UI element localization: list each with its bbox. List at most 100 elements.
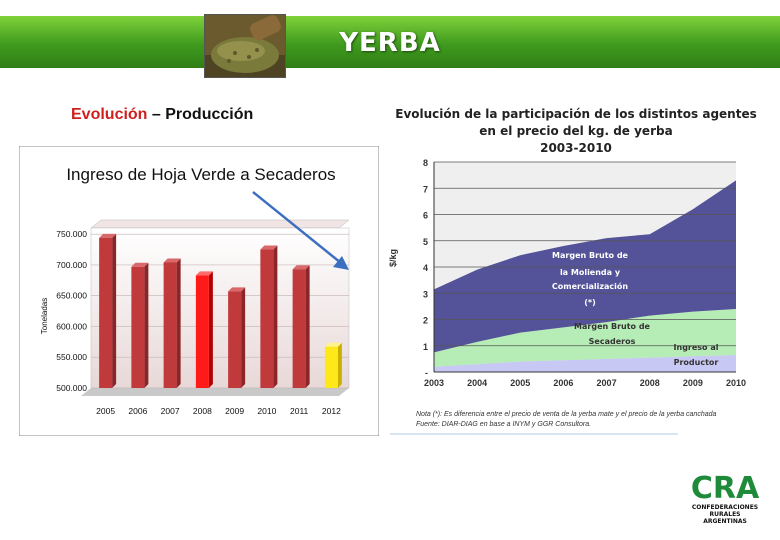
chart2-title-line3: 2003-2010 [540,141,612,155]
chart2-source: Fuente: DIAR-DIAG en base a INYM y GGR C… [416,421,591,428]
chart1-bar-face [292,269,306,388]
chart2-xtick: 2008 [640,378,660,388]
chart1-bar-side [273,245,278,388]
chart1-bar-face [260,249,274,388]
chart2-ytick: 1 [423,342,428,352]
chart2-ytick: 6 [423,211,428,221]
chart1-bar-side [208,271,213,388]
subtitle-evolucion: Evolución [71,106,148,123]
chart1-bar-cap [195,271,213,276]
logo-line-2: RURALES [709,511,741,518]
chart1-ylabel: Toneladas [40,298,49,334]
label-molienda-3: Comercialización [552,281,628,291]
chart1-bar-2011 [292,265,310,388]
chart2-xtick: 2010 [726,378,746,388]
label-productor-2: Productor [674,358,719,367]
bar-chart-hoja-verde: Ingreso de Hoja Verde a Secaderos 500.00… [19,146,379,436]
chart1-xtick: 2012 [322,406,341,416]
chart1-bar-cap [324,342,342,347]
chart1-ytick: 700.000 [56,260,87,270]
chart1-trend-arrow [252,191,342,264]
chart2-title-line2: en el precio del kg. de yerba [479,124,672,138]
chart2-ytick: 3 [423,289,428,299]
chart1-bar-2007 [163,258,181,388]
chart1-ytick: 750.000 [56,229,87,239]
chart2-area-molienda [434,180,736,353]
chart1-plot-top [90,219,350,229]
cra-logo: CRA CONFEDERACIONES RURALES ARGENTINAS [680,470,770,530]
chart1-xtick: 2008 [193,406,212,416]
chart1-bar-2005 [99,233,117,388]
chart1-xtick: 2006 [128,406,147,416]
slide-title: YERBA [339,28,441,58]
chart1-bar-face [131,266,145,388]
chart1-floor [81,388,349,396]
cra-logo-letters: CRA [691,471,760,502]
logo-line-1: CONFEDERACIONES [691,504,759,511]
chart1-xtick: 2009 [225,406,244,416]
chart2-ylabel: $/kg [388,249,398,267]
chart1-ytick: 500.000 [56,383,87,393]
chart1-bar-side [337,342,342,388]
chart1-bar-2008 [195,271,213,388]
chart1-bar-cap [228,287,246,292]
chart1-ytick: 600.000 [56,321,87,331]
header-banner [0,16,780,68]
label-molienda-2: la Molienda y [560,268,621,277]
label-secaderos-2: Secaderos [589,337,636,346]
chart1-bar-cap [292,265,310,270]
label-molienda-1: Margen Bruto de [552,251,629,260]
chart2-xtick: 2004 [467,378,487,388]
chart1-xtick: 2005 [96,406,115,416]
chart1-xtick: 2011 [290,406,309,416]
chart1-bar-face [324,346,338,388]
chart2-xtick: 2007 [597,378,617,388]
chart1-bar-face [228,291,242,388]
chart1-bar-face [99,237,113,388]
chart2-ytick: 8 [423,158,428,168]
chart1-xtick: 2010 [257,406,276,416]
area-chart-participacion: Evolución de la participación de los dis… [388,107,757,435]
chart2-xtick: 2003 [424,378,444,388]
chart1-bar-2006 [131,262,149,388]
section-subtitle: Evolución – Producción [71,106,253,124]
chart1-bar-cap [131,262,149,267]
label-productor-1: Ingreso al [674,343,719,352]
chart1-bar-face [195,275,209,388]
chart1-bar-side [176,258,181,388]
chart1-bar-side [144,262,149,388]
chart2-ytick: 7 [423,184,428,194]
chart1-bar-side [305,265,310,388]
chart2-ytick: - [425,368,428,378]
label-molienda-4: (*) [584,298,596,307]
chart1-bar-cap [99,233,117,238]
chart2-xtick: 2005 [510,378,530,388]
chart1-trend-arrowhead [333,256,349,270]
subtitle-separator: – [147,106,166,123]
yerba-photo [204,14,286,78]
chart2-note: Nota (*): Es diferencia entre el precio … [416,411,716,418]
chart1-bar-side [241,287,246,388]
chart1-xtick: 2007 [161,406,180,416]
chart2-ytick: 4 [423,263,428,273]
chart2-title-line1: Evolución de la participación de los dis… [395,107,756,121]
subtitle-produccion: Producción [165,106,254,123]
chart2-area-secaderos [434,309,736,367]
chart2-area-productor [434,354,736,372]
chart1-ytick: 650.000 [56,291,87,301]
chart2-xtick: 2006 [553,378,573,388]
chart1-bar-2010 [260,245,278,388]
chart1-bar-cap [163,258,181,263]
chart1-bar-2009 [228,287,246,388]
logo-line-3: ARGENTINAS [703,518,747,525]
chart1-ytick: 550.000 [56,352,87,362]
chart2-ytick: 2 [423,316,428,326]
chart1-bar-face [163,262,177,388]
cra-logo-mark: CRA [691,471,760,506]
chart1-title: Ingreso de Hoja Verde a Secaderos [66,165,335,184]
chart2-xtick: 2009 [683,378,703,388]
label-secaderos-1: Margen Bruto de [574,322,651,331]
chart1-bar-2012 [324,342,342,388]
chart1-bar-cap [260,245,278,250]
chart1-bar-side [112,233,117,388]
